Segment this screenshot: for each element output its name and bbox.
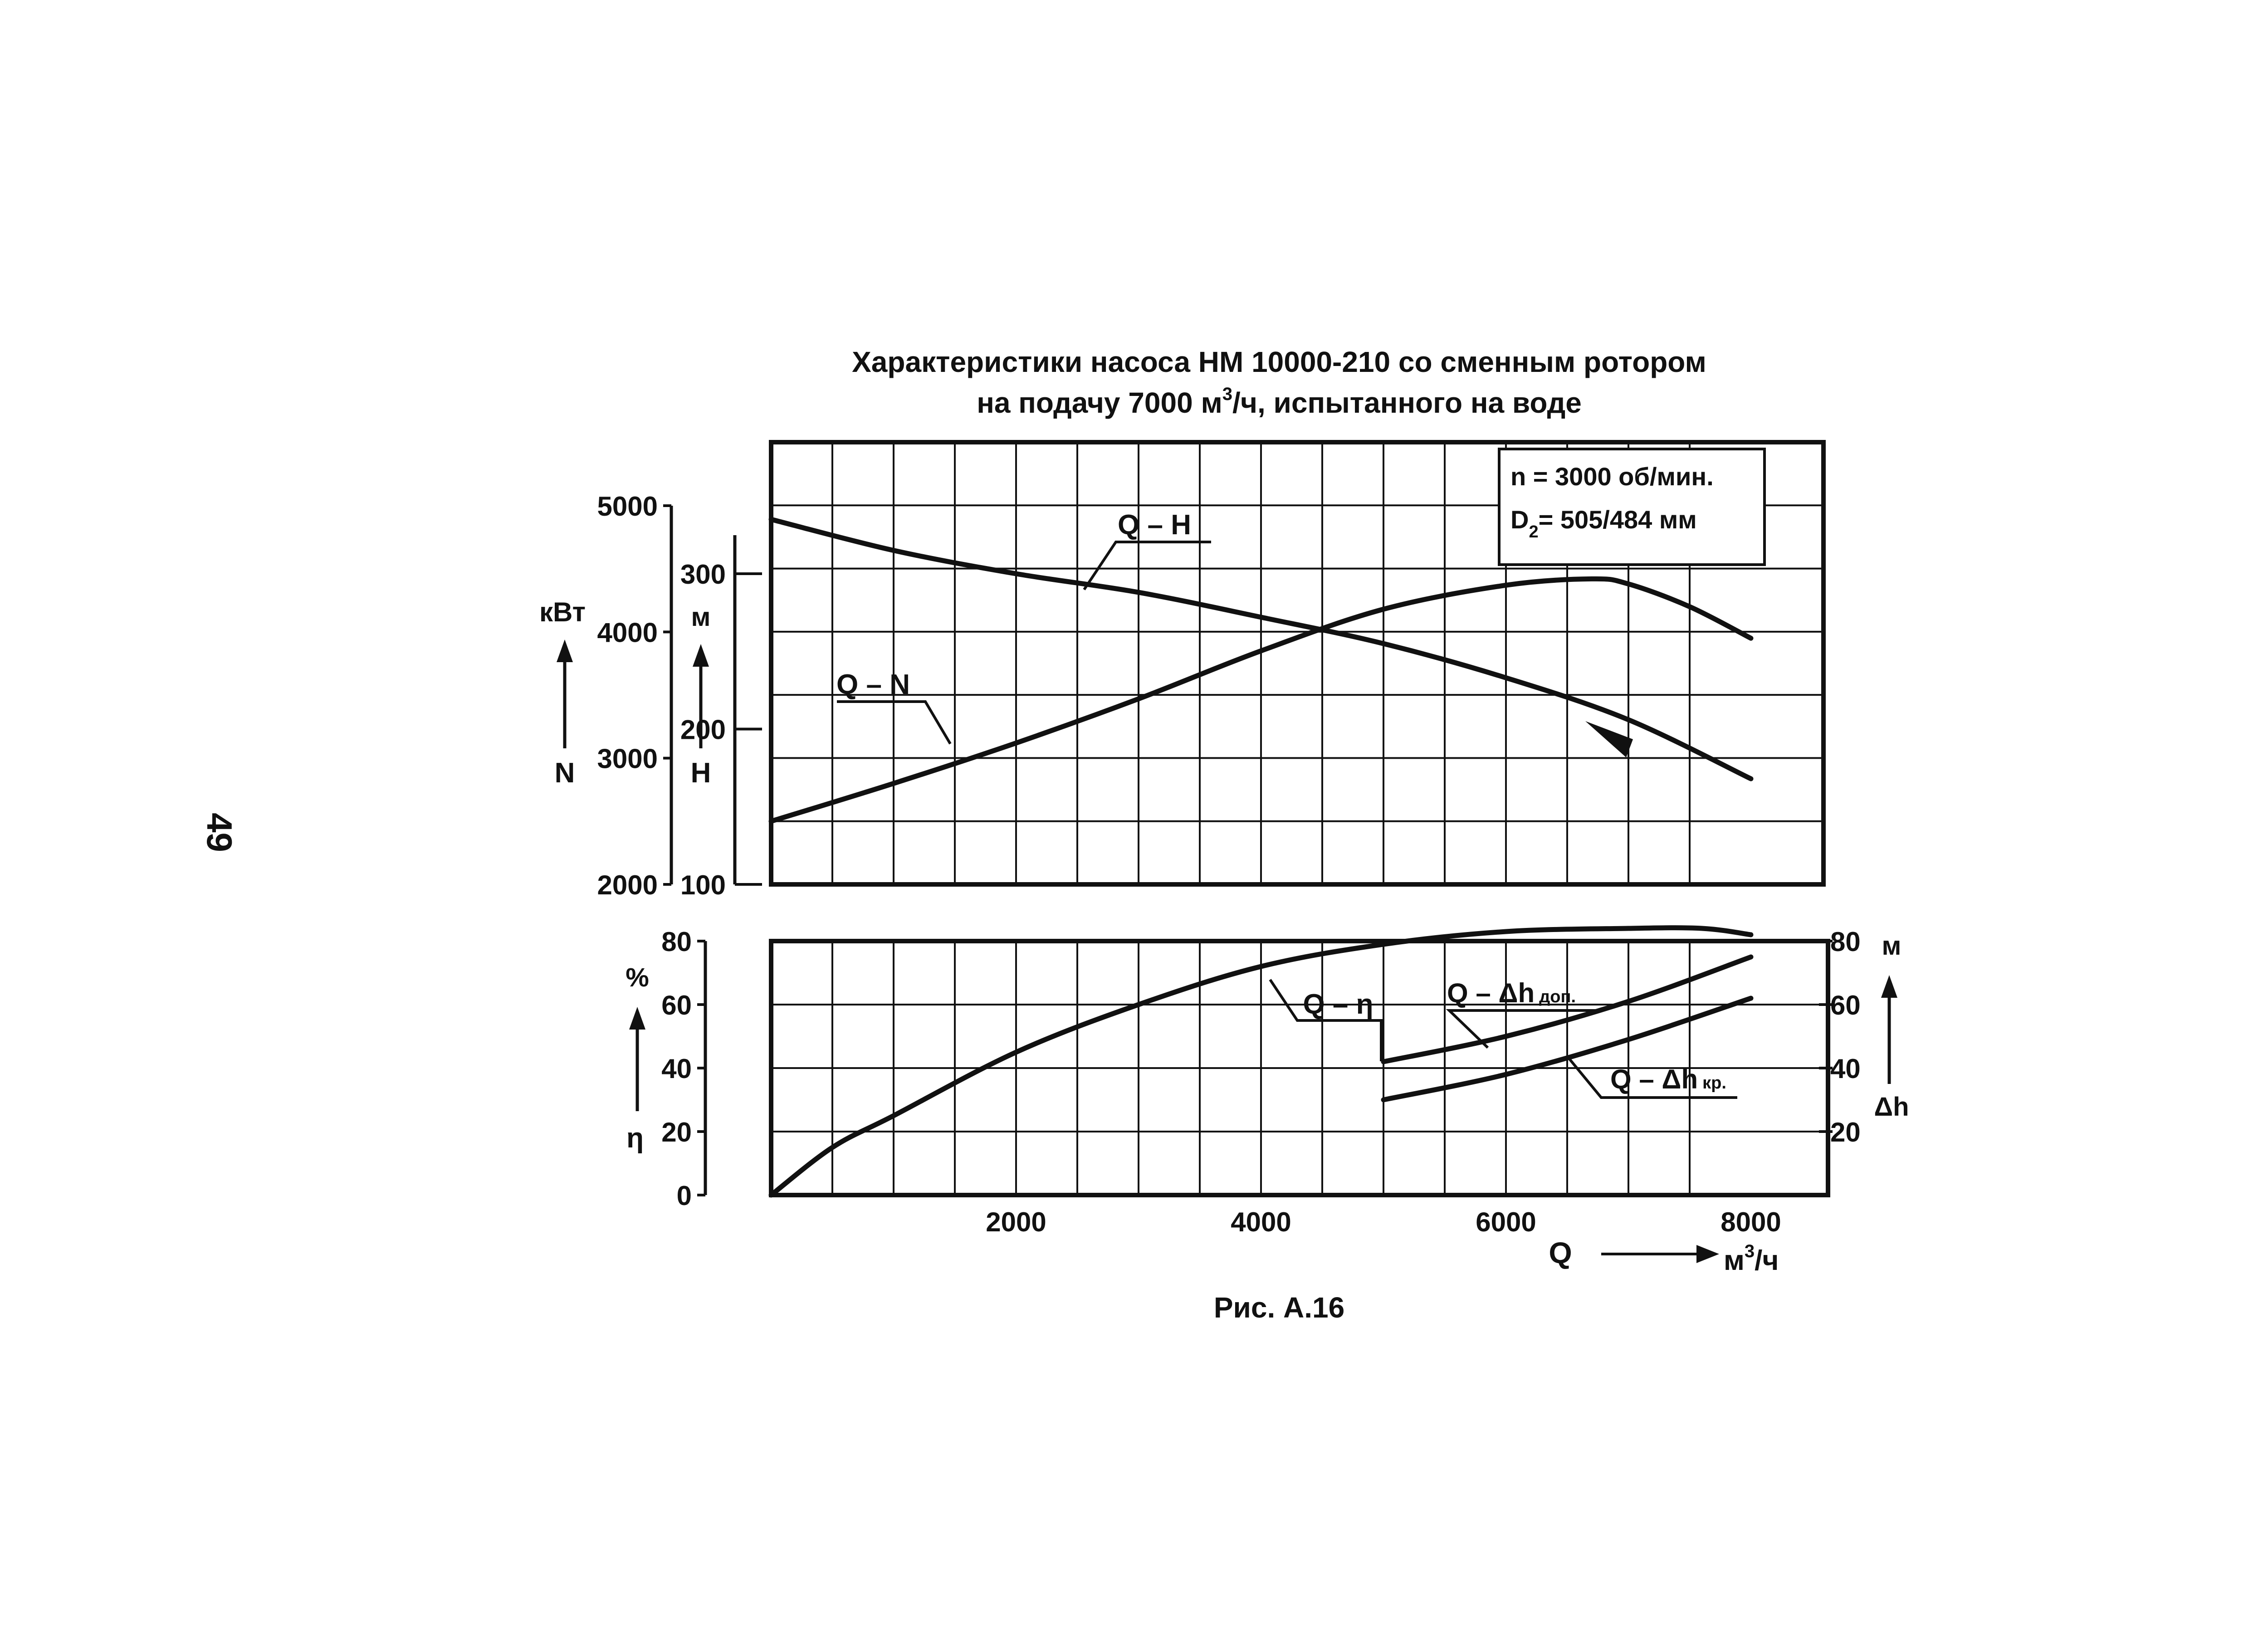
leader-q-n <box>837 700 952 745</box>
dh-axis-arrowhead <box>1881 975 1897 998</box>
label-q-dh-dop: Q – Δh доп. <box>1447 978 1576 1008</box>
n-axis-unit: кВт <box>539 597 586 627</box>
x-axis-symbol: Q <box>1549 1236 1572 1269</box>
leader-q-eta <box>1269 979 1383 1061</box>
x-tick-label: 8000 <box>1721 1207 1781 1237</box>
upper-frame <box>769 440 1826 887</box>
eta-axis-arrowhead <box>629 1007 645 1030</box>
eta-tick-label: 60 <box>661 990 692 1020</box>
eta-axis-symbol: η <box>626 1122 644 1154</box>
leader-q-dh-dop <box>1446 1009 1597 1049</box>
h-axis-symbol: H <box>691 757 711 789</box>
n-axis-symbol: N <box>555 757 575 789</box>
curves <box>768 517 1754 1198</box>
h-tick-label: 100 <box>680 870 726 900</box>
leader-q-h <box>1083 541 1211 591</box>
eta-axis-unit: % <box>626 963 649 992</box>
info-box <box>1498 448 1766 566</box>
curve-labels: Q – H Q – N Q – η Q – Δh доп. Q – Δh кр. <box>836 509 1737 1099</box>
n-tick-label: 3000 <box>597 744 658 774</box>
grid <box>771 442 1828 1195</box>
x-axis-unit: м3/ч <box>1724 1241 1779 1276</box>
h-axis-unit: м <box>691 602 711 632</box>
chart-title-line2: на подачу 7000 м3/ч, испытанного на воде <box>977 384 1582 419</box>
x-axis-arrowhead <box>1696 1245 1719 1263</box>
dh-axis-symbol: Δh <box>1874 1092 1909 1122</box>
q-h-arrow-mark <box>1585 721 1633 757</box>
axes: 2000 4000 6000 80002000300040005000кВтN1002… <box>539 491 1909 1237</box>
h-tick-label: 300 <box>680 559 726 590</box>
leader-q-dh-kr <box>1568 1058 1737 1099</box>
h-axis-arrowhead <box>693 644 709 667</box>
n-axis-arrowhead <box>557 639 573 662</box>
eta-tick-label: 0 <box>677 1181 692 1211</box>
eta-tick-label: 20 <box>661 1117 692 1147</box>
label-q-h: Q – H <box>1118 509 1191 541</box>
dh-tick-label: 20 <box>1830 1117 1861 1147</box>
label-q-dh-kr: Q – Δh кр. <box>1610 1064 1726 1094</box>
curve-q-n <box>768 576 1754 824</box>
x-tick-label: 6000 <box>1476 1207 1536 1237</box>
n-tick-label: 2000 <box>597 870 658 900</box>
h-tick-label: 200 <box>680 715 726 745</box>
figure-caption: Рис. А.16 <box>1214 1291 1344 1324</box>
curve-q-dh-dop <box>1381 954 1754 1064</box>
chart-title-line1: Характеристики насоса НМ 10000-210 со см… <box>852 346 1706 378</box>
info-diameter: D2= 505/484 мм <box>1510 505 1697 542</box>
curve-q-eta <box>768 925 1754 1198</box>
dh-axis-unit: м <box>1882 931 1901 961</box>
dh-tick-label: 40 <box>1830 1054 1861 1084</box>
n-tick-label: 4000 <box>597 617 658 648</box>
n-tick-label: 5000 <box>597 491 658 522</box>
label-q-n: Q – N <box>836 669 910 700</box>
dh-tick-label: 80 <box>1830 927 1861 957</box>
curve-q-h <box>768 517 1754 781</box>
eta-tick-label: 80 <box>661 927 692 957</box>
eta-tick-label: 40 <box>661 1054 692 1084</box>
dh-tick-label: 60 <box>1830 990 1861 1020</box>
x-tick-label: 2000 <box>986 1207 1046 1237</box>
info-speed: n = 3000 об/мин. <box>1510 462 1714 491</box>
x-tick-label: 4000 <box>1231 1207 1291 1237</box>
curve-q-dh-kr <box>1381 996 1754 1103</box>
label-q-eta: Q – η <box>1303 989 1373 1020</box>
